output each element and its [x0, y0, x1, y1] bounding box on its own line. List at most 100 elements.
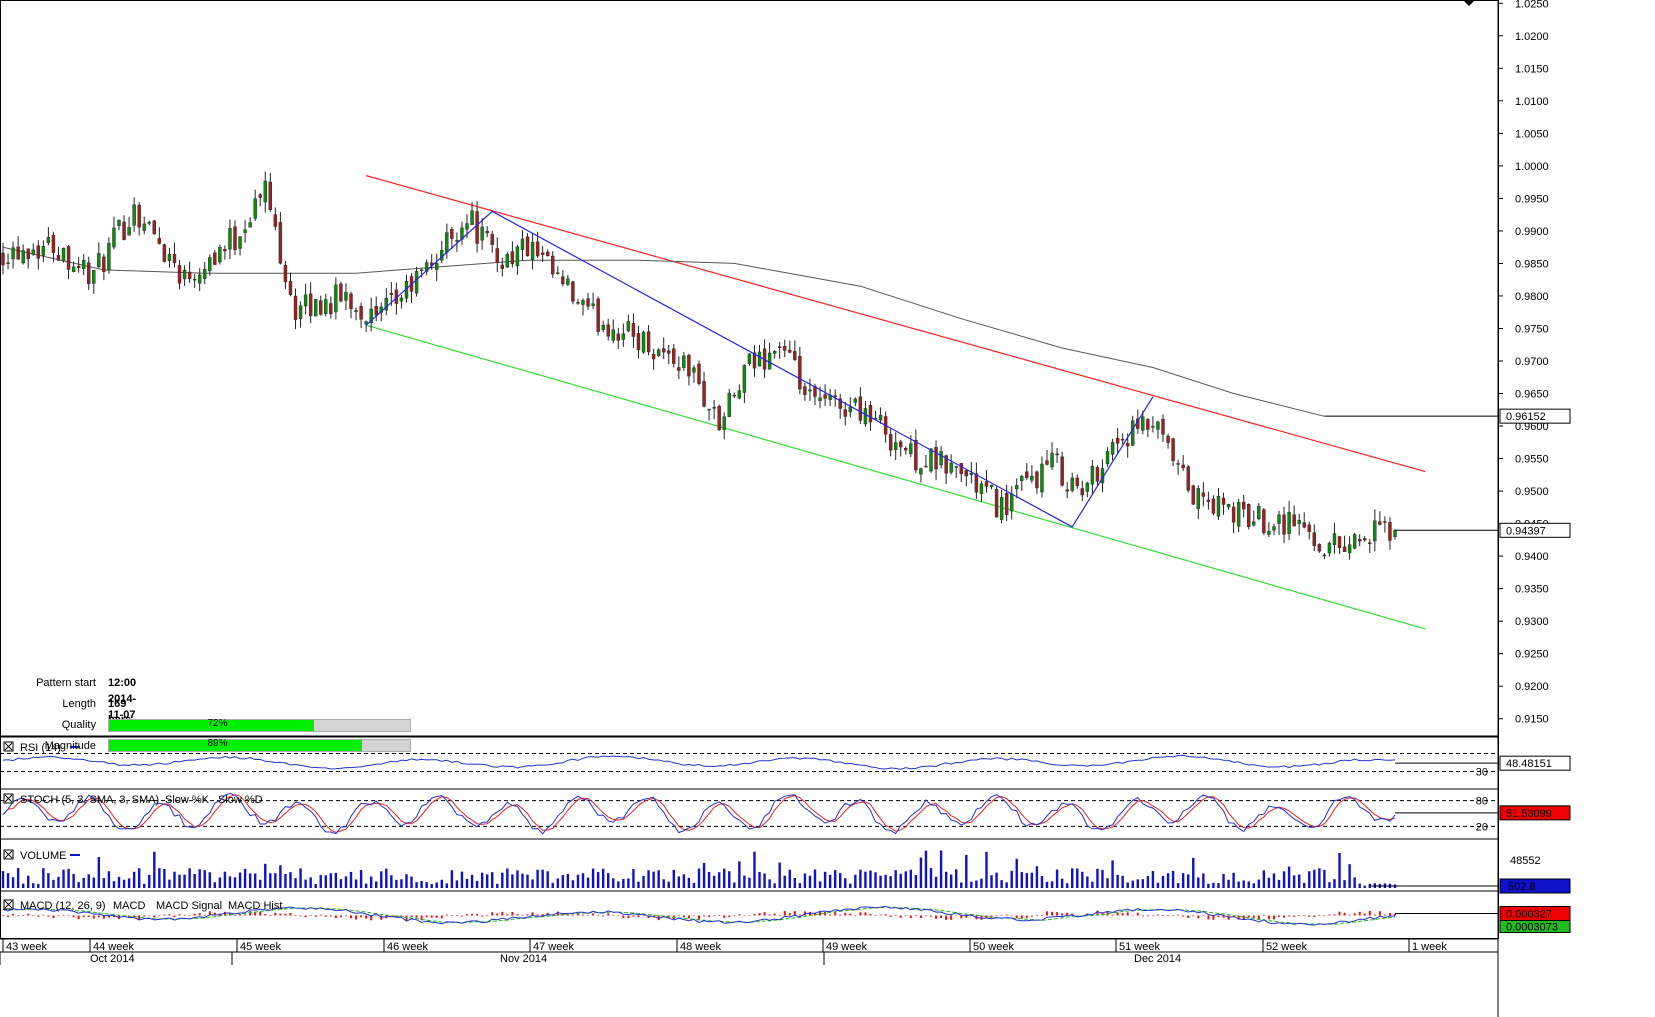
candle-bull — [369, 308, 373, 324]
volume-bar — [884, 874, 887, 888]
volume-bar — [369, 876, 373, 888]
candle-bull — [112, 227, 116, 248]
macd-hist-bar — [395, 915, 398, 918]
candle-bull — [1151, 426, 1155, 428]
macd-hist-bar — [319, 914, 322, 916]
volume-bar — [571, 880, 575, 888]
candle-bull — [742, 365, 747, 393]
macd-hist-bar — [854, 915, 857, 916]
channel-upper-line — [365, 175, 1426, 473]
volume-value-label: 502.8 — [1508, 881, 1536, 893]
candle-bear — [187, 271, 192, 279]
volume-bar — [985, 851, 988, 888]
volume-bar — [1348, 864, 1351, 888]
candle-bear — [1221, 497, 1226, 505]
rsi-label: RSI (14) — [20, 742, 61, 754]
macd-hist-bar — [52, 915, 55, 919]
macd-hist-bar — [1323, 915, 1326, 917]
price-tick-label: 1.0250 — [1515, 0, 1549, 10]
volume-bar — [924, 850, 928, 888]
candle-bear — [616, 333, 621, 341]
candle-bull — [969, 472, 974, 475]
volume-bar — [803, 873, 807, 888]
candle-bull — [1040, 463, 1044, 493]
macd-hist-bar — [516, 914, 519, 916]
candle-bull — [576, 302, 580, 304]
candle-bull — [303, 294, 308, 307]
volume-bar — [1005, 882, 1008, 888]
candle-bear — [540, 252, 545, 255]
candle-bear — [1302, 522, 1306, 528]
macd-hist-bar — [1046, 911, 1048, 916]
pattern-start-value: 12:00 2014-11-07 — [108, 677, 137, 721]
volume-bar — [420, 881, 423, 888]
volume-bar — [132, 871, 136, 888]
candle-bull — [324, 299, 328, 314]
macd-hist-bar — [496, 913, 499, 916]
macd-hist-bar — [1162, 915, 1164, 917]
candle-bull — [127, 227, 131, 236]
macd-hist-bar — [587, 915, 590, 917]
volume-bar — [682, 874, 686, 888]
macd-hist-bar — [1338, 911, 1341, 916]
volume-bar — [1252, 883, 1255, 888]
volume-label: VOLUME — [20, 850, 66, 862]
candle-bull — [424, 262, 429, 272]
volume-bar — [1313, 869, 1316, 888]
candle-bear — [1206, 499, 1211, 502]
candle-bear — [924, 465, 928, 468]
candle-bear — [858, 396, 863, 421]
volume-bar — [1297, 874, 1301, 888]
candle-bear — [1357, 539, 1362, 542]
candle-bear — [788, 349, 792, 353]
macd-hist-bar — [1333, 914, 1336, 916]
volume-bar — [344, 876, 348, 888]
volume-bar — [828, 874, 832, 888]
candle-bear — [1262, 509, 1266, 534]
candle-bear — [1075, 477, 1079, 486]
price-tick-label: 1.0200 — [1515, 31, 1549, 43]
candle-bear — [732, 394, 737, 397]
macd-hist-bar — [536, 914, 539, 916]
candle-bull — [1050, 452, 1054, 468]
volume-bar — [738, 861, 741, 888]
macd-hist-bar — [914, 915, 917, 917]
macd-hist-bar — [1343, 912, 1346, 916]
volume-bar — [284, 873, 287, 888]
stoch-slow-d-line — [2, 794, 1396, 834]
volume-bar — [591, 868, 595, 888]
candle-bear — [87, 262, 91, 284]
volume-bar — [672, 869, 675, 888]
macd-hist-bar — [748, 915, 751, 917]
candle-bear — [702, 381, 706, 407]
macd-hist-bar — [82, 915, 85, 918]
volume-bar — [1217, 883, 1220, 888]
candle-bull — [1085, 482, 1090, 492]
volume-bar — [223, 871, 227, 888]
candle-bull — [818, 397, 822, 401]
volume-bar — [127, 878, 131, 888]
candle-bull — [1020, 476, 1024, 481]
price-tick-label: 0.9950 — [1515, 193, 1549, 205]
volume-bar — [21, 883, 25, 888]
candle-bull — [919, 468, 923, 475]
volume-bar — [349, 871, 353, 888]
macd-hist-bar — [698, 915, 700, 920]
macd-hist-bar — [1328, 914, 1331, 916]
volume-bar — [213, 882, 217, 888]
magnitude-bar-fill — [109, 740, 362, 751]
candle-bull — [1226, 504, 1231, 508]
macd-hist-bar — [521, 914, 524, 916]
volume-bar — [1222, 873, 1225, 888]
candle-bull — [117, 219, 121, 226]
volume-bar — [42, 868, 45, 888]
candle-bear — [1004, 493, 1009, 515]
volume-bar — [1202, 873, 1205, 888]
macd-hist-bar — [87, 915, 90, 917]
volume-bar — [1363, 885, 1366, 888]
candle-bull — [41, 246, 46, 256]
candle-bull — [46, 236, 51, 244]
volume-bar — [556, 878, 559, 888]
volume-bar — [818, 881, 822, 888]
volume-bar — [460, 871, 464, 888]
